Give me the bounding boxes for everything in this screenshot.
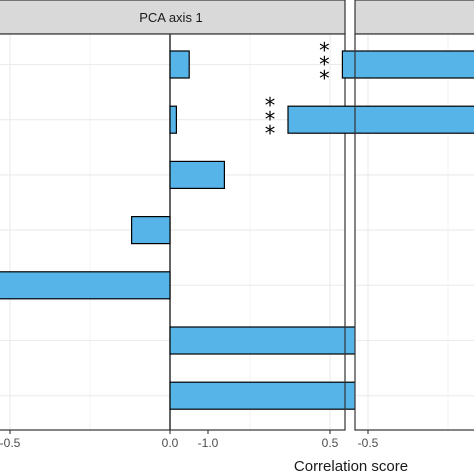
- panel-1-title: PCA axis 1: [139, 10, 203, 25]
- panel-2-strip: [354, 0, 474, 35]
- panel-1-x-axis: -1.0-0.50.00.51.0: [0, 430, 339, 450]
- bar: [169, 105, 178, 134]
- x-tick-label: -0.5: [358, 436, 379, 450]
- x-axis-title: Correlation score: [294, 458, 408, 474]
- panel-1-strip: [0, 0, 346, 35]
- significance-label: ***: [265, 94, 276, 146]
- bar: [341, 50, 474, 79]
- panel-2-plot-area: [355, 34, 474, 430]
- panel-1-border: [0, 33, 346, 431]
- panel-2: * * * * * * -1.0 -0.5: [198, 0, 474, 450]
- x-tick-label: 0.5: [322, 436, 339, 450]
- bar: [131, 216, 171, 245]
- panel-1-plot-area: [0, 34, 345, 430]
- x-tick-label: 0.0: [162, 436, 179, 450]
- panel-2-x-axis: -1.0 -0.5: [198, 430, 379, 450]
- panel-2-bars: * * * * * *: [265, 39, 474, 146]
- bar: [169, 160, 226, 189]
- bar: [287, 105, 474, 134]
- panel-2-border: [354, 33, 474, 431]
- significance-label: ***: [319, 39, 330, 91]
- bar: [169, 326, 389, 355]
- bar: [0, 271, 171, 300]
- bar: [169, 50, 190, 79]
- x-tick-label: -1.0: [198, 436, 219, 450]
- x-tick-label: -0.5: [0, 436, 21, 450]
